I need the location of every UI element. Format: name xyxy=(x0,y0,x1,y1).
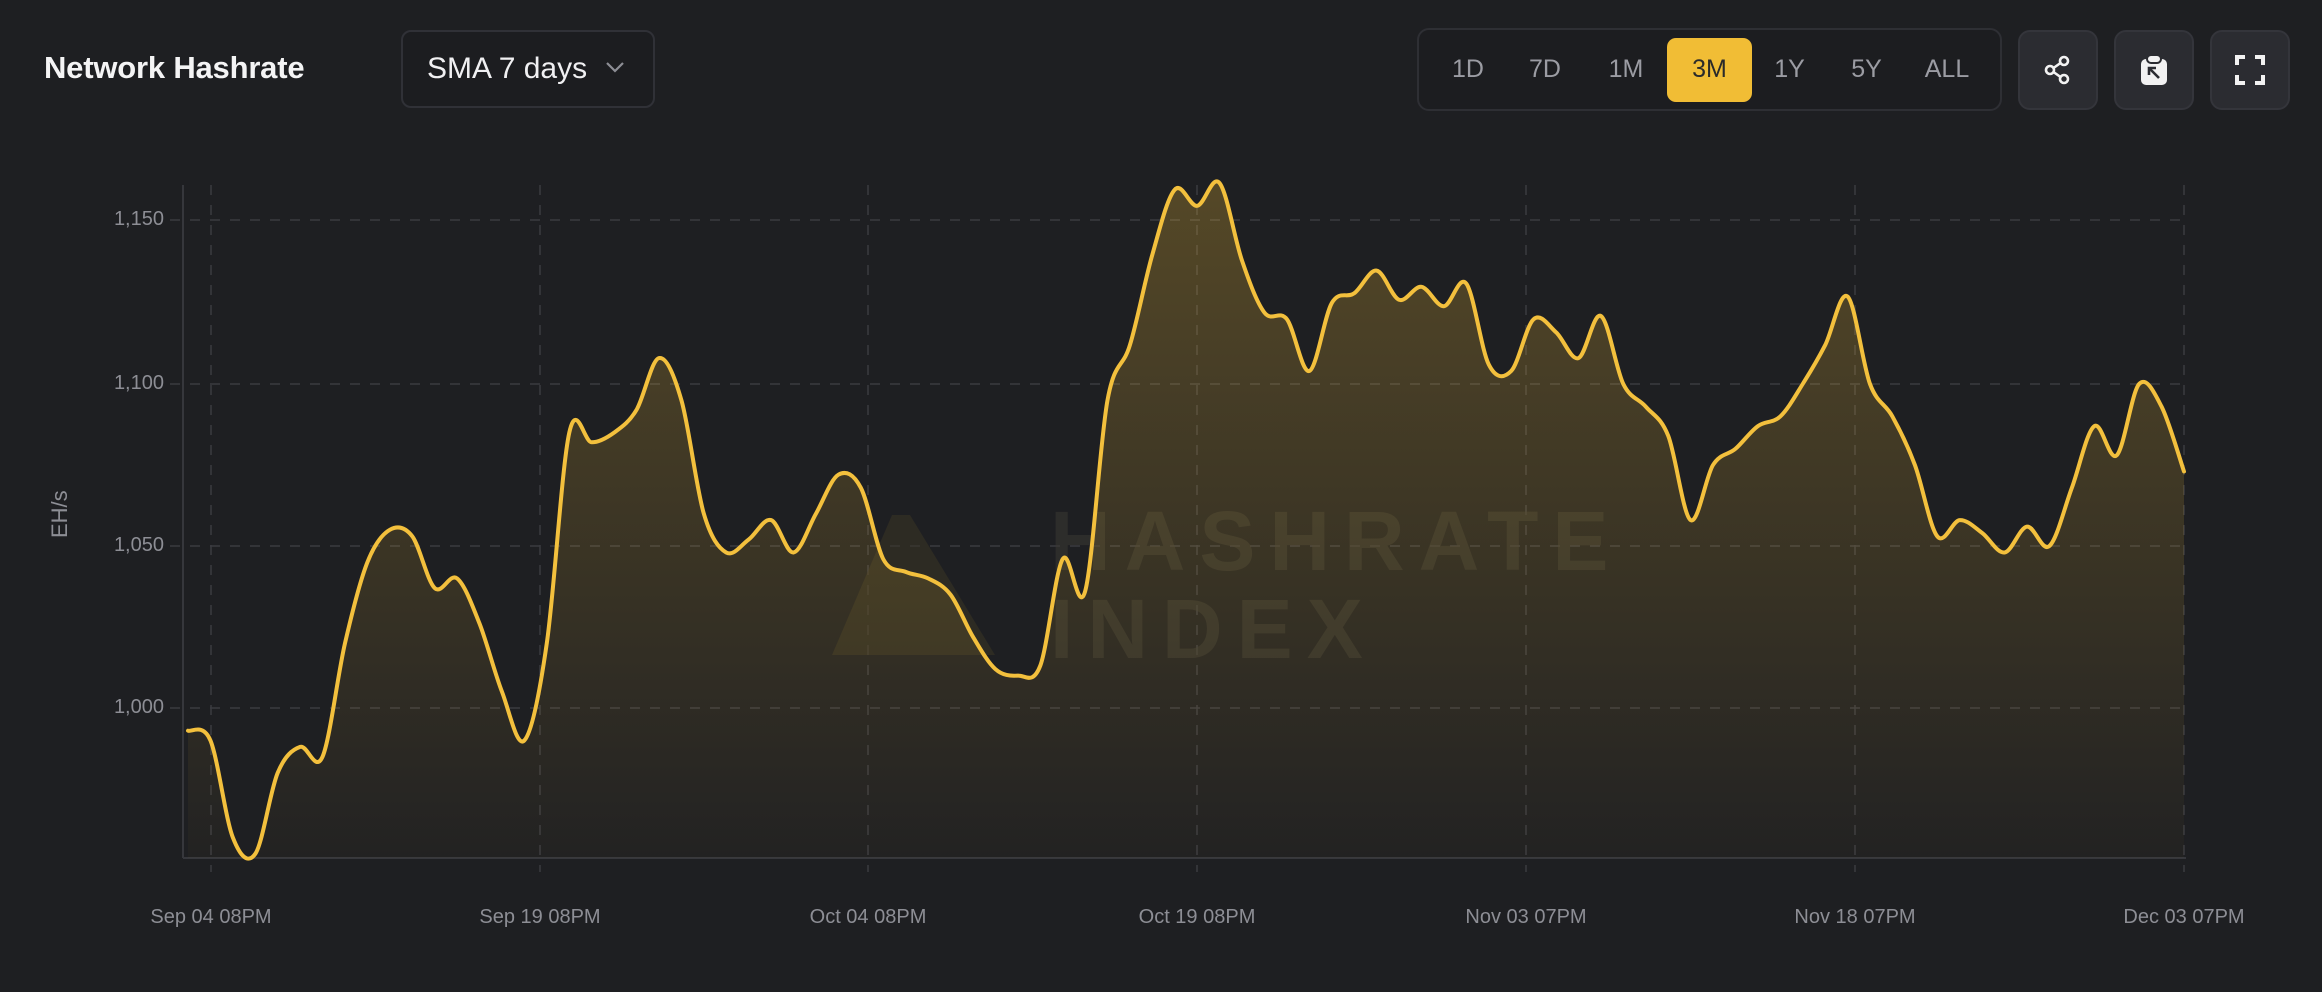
range-1m-button[interactable]: 1M xyxy=(1608,55,1644,83)
x-tick-label: Nov 03 07PM xyxy=(1465,906,1587,928)
y-tick-label: 1,050 xyxy=(113,534,164,556)
share-button[interactable] xyxy=(2018,30,2098,110)
chevron-down-icon xyxy=(606,62,624,73)
fullscreen-button[interactable] xyxy=(2210,30,2290,110)
fullscreen-icon xyxy=(2235,55,2265,85)
range-7d-button[interactable]: 7D xyxy=(1529,55,1561,83)
range-5y-button[interactable]: 5Y xyxy=(1851,55,1882,83)
copy-to-clipboard-button[interactable] xyxy=(2114,30,2194,110)
share-icon xyxy=(2044,55,2070,85)
range-3m-button[interactable]: 3M xyxy=(1667,37,1752,102)
range-all-button[interactable]: ALL xyxy=(1924,55,1970,83)
range-1y-button[interactable]: 1Y xyxy=(1774,55,1805,83)
y-tick-label: 1,150 xyxy=(113,208,164,230)
x-tick-label: Dec 03 07PM xyxy=(2123,906,2245,928)
hashrate-line xyxy=(186,179,2186,861)
smoothing-select[interactable]: SMA 7 days xyxy=(401,30,655,108)
page-title: Network Hashrate xyxy=(44,50,305,85)
y-tick-label: 1,000 xyxy=(113,696,164,718)
y-tick-label: 1,100 xyxy=(113,372,164,394)
time-range-selector: 1D 7D 1M 3M 1Y 5Y ALL xyxy=(1417,28,2002,111)
x-tick-label: Oct 19 08PM xyxy=(1138,906,1256,928)
x-tick-label: Oct 04 08PM xyxy=(809,906,927,928)
hashrate-area xyxy=(188,181,2184,859)
x-tick-label: Sep 04 08PM xyxy=(150,906,272,928)
x-tick-label: Sep 19 08PM xyxy=(479,906,601,928)
smoothing-select-value: SMA 7 days xyxy=(427,52,588,85)
x-tick-label: Nov 18 07PM xyxy=(1794,906,1916,928)
clipboard-icon xyxy=(2141,54,2167,85)
range-1d-button[interactable]: 1D xyxy=(1452,55,1484,83)
